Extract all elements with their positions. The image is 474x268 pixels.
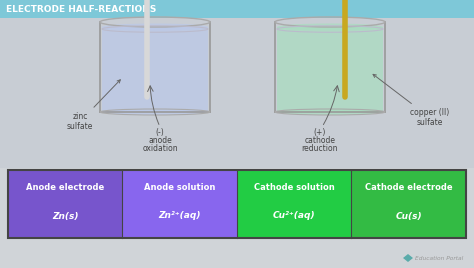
Polygon shape [403,254,413,262]
Text: Education Portal: Education Portal [415,255,463,260]
Bar [122,170,237,238]
Bar [0,0,474,18]
Bar [8,170,466,238]
Text: Cu(s): Cu(s) [395,211,422,221]
Text: ELECTRODE HALF-REACTIONS: ELECTRODE HALF-REACTIONS [6,5,156,13]
Text: anode: anode [148,136,172,145]
Text: Zn²⁺(aq): Zn²⁺(aq) [158,211,201,221]
Bar [8,170,122,238]
Bar [0,168,474,268]
Text: Cu²⁺(aq): Cu²⁺(aq) [273,211,316,221]
Text: copper (II)
sulfate: copper (II) sulfate [373,74,450,127]
Text: Zn(s): Zn(s) [52,211,79,221]
Ellipse shape [102,109,208,115]
Text: Anode electrode: Anode electrode [26,184,104,192]
Bar [237,170,352,238]
Text: (+): (+) [314,128,326,137]
Text: Cathode solution: Cathode solution [254,184,335,192]
Text: reduction: reduction [302,144,338,153]
Text: (-): (-) [155,128,164,137]
Bar [102,27,208,112]
Bar [352,170,466,238]
Text: Anode solution: Anode solution [144,184,216,192]
Ellipse shape [277,24,383,31]
Ellipse shape [102,24,208,31]
Text: oxidation: oxidation [142,144,178,153]
Ellipse shape [277,109,383,115]
Bar [0,18,474,168]
Bar [277,27,383,112]
Text: Cathode electrode: Cathode electrode [365,184,453,192]
Text: cathode: cathode [304,136,336,145]
Text: zinc
sulfate: zinc sulfate [67,80,120,131]
